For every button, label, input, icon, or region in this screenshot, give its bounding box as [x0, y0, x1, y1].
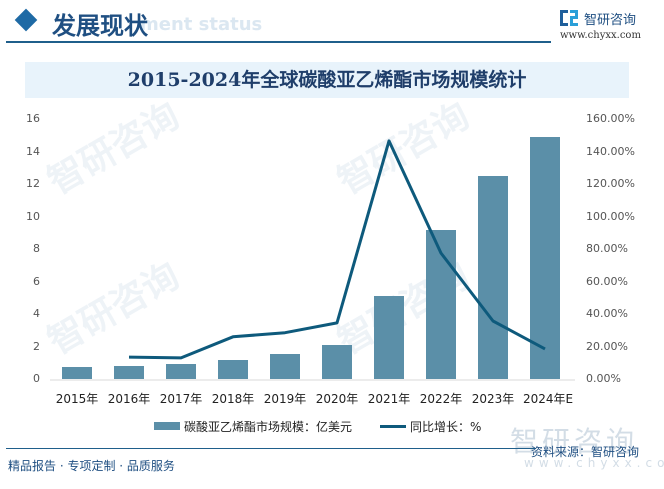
left-tick: 10 — [26, 210, 40, 223]
right-tick: 0.00% — [586, 372, 621, 385]
left-tick: 14 — [26, 145, 40, 158]
chart-title: 2015-2024年全球碳酸亚乙烯酯市场规模统计 — [127, 69, 527, 91]
right-tick: 100.00% — [586, 210, 635, 223]
bar — [166, 364, 196, 379]
left-tick: 16 — [26, 112, 40, 125]
left-tick: 12 — [26, 177, 40, 190]
right-tick: 160.00% — [586, 112, 635, 125]
brand-url: www.chyxx.com — [560, 30, 641, 41]
bar — [114, 366, 144, 379]
footer-watermark-url: www.chyxx.com — [524, 456, 664, 470]
header-ghost-subtitle: ment status — [140, 14, 263, 35]
bar — [218, 359, 248, 379]
legend-line-swatch — [380, 425, 406, 428]
bar — [530, 136, 560, 379]
x-tick: 2024年E — [522, 392, 574, 406]
source-note: 资料来源：智研咨询 — [531, 445, 640, 459]
bar — [62, 366, 92, 379]
footer-divider — [6, 448, 536, 449]
footer-tagline: 精品报告 · 专项定制 · 品质服务 — [8, 459, 175, 473]
left-tick: 0 — [33, 372, 40, 385]
right-tick: 40.00% — [586, 307, 628, 320]
left-tick: 4 — [33, 307, 40, 320]
left-tick: 2 — [33, 340, 40, 353]
x-tick: 2017年 — [159, 392, 203, 406]
bar — [270, 353, 300, 379]
growth-line — [128, 139, 546, 360]
x-tick: 2021年 — [367, 392, 411, 406]
x-tick: 2023年 — [471, 392, 515, 406]
x-tick: 2018年 — [211, 392, 255, 406]
chyxx-logo-icon — [560, 10, 578, 26]
legend-bar-swatch — [154, 422, 180, 430]
legend-bar-label: 碳酸亚乙烯酯市场规模：亿美元 — [184, 420, 353, 434]
right-tick: 20.00% — [586, 340, 628, 353]
left-tick: 6 — [33, 275, 40, 288]
x-tick: 2016年 — [107, 392, 151, 406]
footer-watermark-name: 智研咨询 — [510, 425, 639, 458]
right-tick: 120.00% — [586, 177, 635, 190]
bar — [322, 344, 352, 379]
header: ment status 发展现状 — [0, 0, 664, 48]
x-tick: 2019年 — [263, 392, 307, 406]
bar — [478, 175, 508, 379]
page-title: 发展现状 — [52, 11, 148, 40]
left-tick: 8 — [33, 242, 40, 255]
header-divider — [6, 41, 551, 43]
chart-title-band: 2015-2024年全球碳酸亚乙烯酯市场规模统计 — [25, 62, 629, 98]
x-tick: 2015年 — [55, 392, 99, 406]
right-tick: 60.00% — [586, 275, 628, 288]
x-tick: 2020年 — [315, 392, 359, 406]
right-tick: 80.00% — [586, 242, 628, 255]
x-tick: 2022年 — [419, 392, 463, 406]
brand-name: 智研咨询 — [584, 13, 637, 28]
right-tick: 140.00% — [586, 145, 635, 158]
bar — [374, 296, 404, 379]
legend: 碳酸亚乙烯酯市场规模：亿美元 同比增长：% — [0, 417, 664, 435]
legend-line-label: 同比增长：% — [410, 420, 482, 434]
